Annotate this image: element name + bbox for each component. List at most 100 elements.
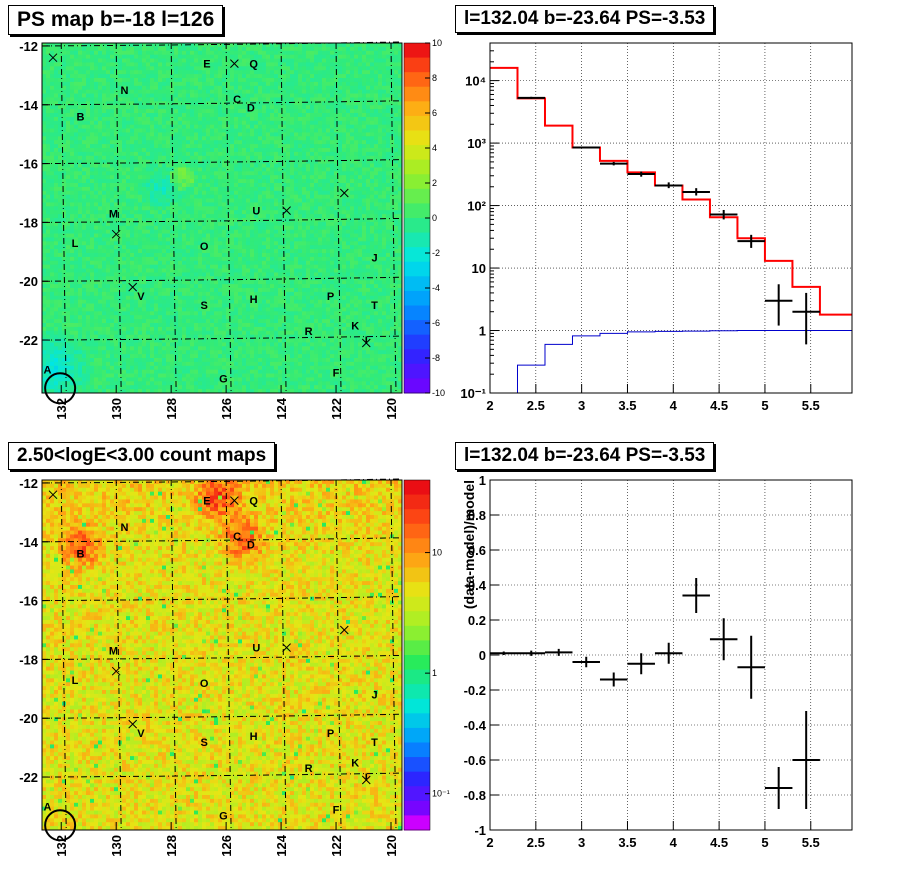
heatmap-cell <box>46 190 51 196</box>
heatmap-cell <box>130 229 135 234</box>
heatmap-cell <box>110 326 115 332</box>
heatmap-cell <box>86 50 91 56</box>
heatmap-cell <box>106 303 111 308</box>
heatmap-cell <box>86 249 91 254</box>
heatmap-cell <box>218 194 223 199</box>
heatmap-cell <box>122 280 127 285</box>
heatmap-cell <box>230 183 235 188</box>
heatmap-cell <box>250 311 255 316</box>
heatmap-cell <box>54 330 59 336</box>
heatmap-cell <box>94 198 99 203</box>
heatmap-cell <box>234 120 239 126</box>
heatmap-cell <box>150 101 155 106</box>
heatmap-cell <box>254 210 259 215</box>
heatmap-cell <box>114 295 119 301</box>
heatmap-cell <box>42 186 47 192</box>
heatmap-cell <box>50 319 55 324</box>
heatmap-cell <box>206 70 211 75</box>
heatmap-cell <box>110 81 115 87</box>
heatmap-cell <box>242 198 247 203</box>
heatmap-cell <box>162 190 167 196</box>
heatmap-cell <box>98 58 103 63</box>
heatmap-cell <box>202 93 207 98</box>
heatmap-cell <box>258 85 263 91</box>
heatmap-cell <box>106 284 111 289</box>
heatmap-cell <box>46 151 51 157</box>
heatmap-cell <box>238 66 243 71</box>
heatmap-cell <box>182 303 187 308</box>
heatmap-cell <box>42 155 47 161</box>
heatmap-cell <box>50 186 55 192</box>
heatmap-cell <box>138 43 143 48</box>
heatmap-cell <box>154 74 159 79</box>
heatmap-cell <box>242 288 247 293</box>
heatmap-cell <box>230 155 235 161</box>
heatmap-cell <box>262 78 267 83</box>
heatmap-cell <box>66 237 71 242</box>
heatmap-cell <box>118 190 123 196</box>
heatmap-cell <box>258 183 263 188</box>
heatmap-cell <box>102 43 107 48</box>
heatmap-cell <box>82 113 87 118</box>
heatmap-cell <box>50 167 55 172</box>
heatmap-cell <box>58 101 63 106</box>
heatmap-cell <box>42 113 47 118</box>
heatmap-cell <box>138 389 143 394</box>
heatmap-cell <box>222 268 227 273</box>
heatmap-cell <box>238 358 243 363</box>
heatmap-cell <box>246 354 251 359</box>
heatmap-cell <box>254 323 259 328</box>
heatmap-cell <box>78 268 83 273</box>
heatmap-cell <box>218 148 223 153</box>
heatmap-cell <box>142 81 147 87</box>
heatmap-cell <box>106 85 111 91</box>
heatmap-cell <box>222 381 227 386</box>
heatmap-cell <box>214 326 219 332</box>
heatmap-cell <box>66 221 71 227</box>
heatmap-cell <box>210 74 215 79</box>
heatmap-cell <box>70 50 75 56</box>
heatmap-cell <box>210 288 215 293</box>
heatmap-cell <box>86 245 91 250</box>
heatmap-cell <box>82 124 87 129</box>
heatmap-cell <box>54 342 59 347</box>
heatmap-cell <box>174 70 179 75</box>
heatmap-cell <box>206 315 211 320</box>
heatmap-cell <box>138 190 143 196</box>
heatmap-cell <box>74 136 79 141</box>
heatmap-cell <box>254 284 259 289</box>
heatmap-cell <box>198 54 203 59</box>
heatmap-cell <box>226 330 231 336</box>
heatmap-cell <box>254 151 259 157</box>
heatmap-cell <box>230 377 235 382</box>
heatmap-cell <box>86 175 91 180</box>
heatmap-cell <box>118 385 123 390</box>
heatmap-cell <box>154 109 159 114</box>
heatmap-cell <box>146 206 151 211</box>
heatmap-cell <box>70 237 75 242</box>
heatmap-cell <box>254 280 259 285</box>
heatmap-cell <box>214 136 219 141</box>
heatmap-cell <box>242 346 247 351</box>
heatmap-cell <box>98 214 103 219</box>
heatmap-cell <box>146 132 151 137</box>
heatmap-cell <box>90 214 95 219</box>
heatmap-cell <box>126 62 131 67</box>
heatmap-cell <box>178 163 183 168</box>
heatmap-cell <box>214 148 219 153</box>
heatmap-cell <box>206 163 211 168</box>
heatmap-cell <box>182 70 187 75</box>
heatmap-cell <box>46 120 51 126</box>
heatmap-cell <box>98 81 103 87</box>
heatmap-cell <box>250 377 255 382</box>
heatmap-cell <box>202 97 207 102</box>
heatmap-cell <box>66 124 71 129</box>
heatmap-cell <box>134 249 139 254</box>
heatmap-cell <box>70 183 75 188</box>
heatmap-cell <box>154 186 159 192</box>
heatmap-cell <box>198 50 203 56</box>
heatmap-cell <box>162 113 167 118</box>
heatmap-cell <box>70 58 75 63</box>
heatmap-cell <box>70 179 75 184</box>
heatmap-cell <box>78 291 83 297</box>
